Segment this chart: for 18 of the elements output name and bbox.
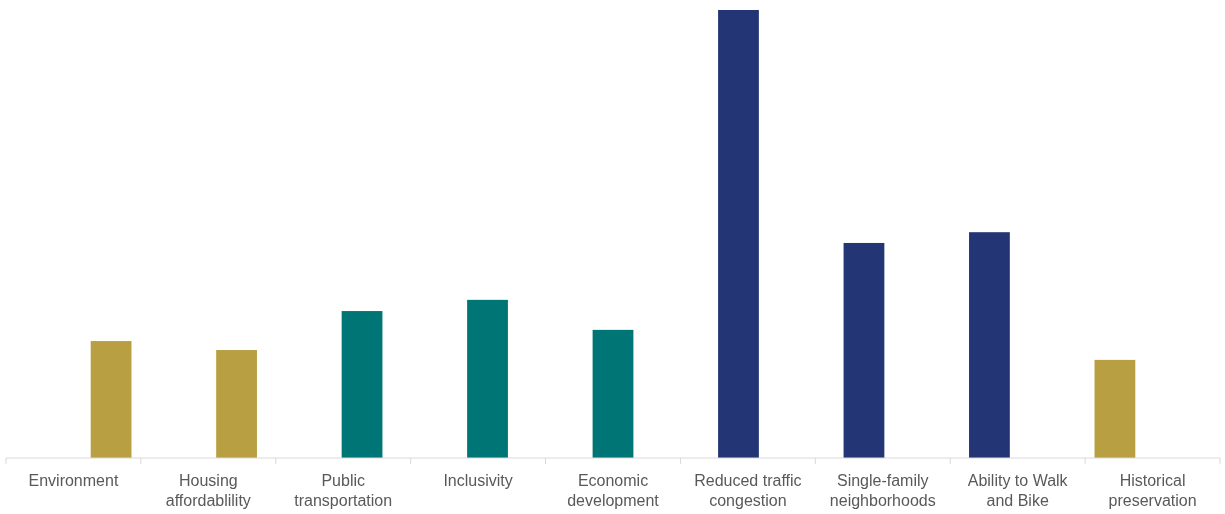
x-tick-label: Economic development bbox=[567, 472, 660, 509]
bar bbox=[969, 232, 1010, 458]
bar bbox=[90, 341, 132, 458]
bar bbox=[718, 10, 759, 458]
x-tick-label: Environment bbox=[28, 472, 119, 489]
x-tick-label: Public transportation bbox=[294, 472, 393, 509]
x-tick-label: Housing affordablility bbox=[165, 472, 251, 509]
x-tick-label: Reduced traffic congestion bbox=[694, 472, 802, 509]
bar bbox=[341, 311, 383, 458]
x-tick-label: Ability to Walk and Bike bbox=[967, 472, 1069, 509]
bar bbox=[592, 329, 634, 458]
x-tick-label: Single-family neighborhoods bbox=[829, 472, 936, 509]
bar bbox=[1094, 359, 1136, 458]
x-tick-label: Historical preservation bbox=[1108, 472, 1197, 509]
bar bbox=[216, 350, 257, 458]
bar bbox=[467, 299, 508, 458]
bar bbox=[843, 242, 885, 458]
x-tick-label: Inclusivity bbox=[443, 472, 513, 489]
